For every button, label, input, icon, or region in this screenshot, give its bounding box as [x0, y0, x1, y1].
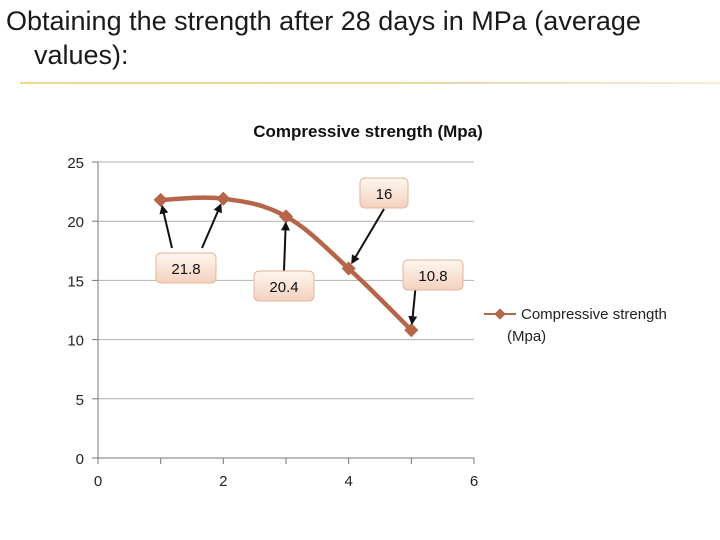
- x-tick-label: 0: [94, 473, 102, 490]
- grid: [98, 161, 474, 459]
- callouts: 21.8 20.4 16 10.8: [155, 177, 464, 326]
- callout-arrow-3: [280, 221, 290, 272]
- data-point-1: [153, 192, 168, 207]
- callout-box-4: [359, 177, 409, 209]
- callout-box-1: [155, 252, 217, 284]
- data-point-3: [278, 209, 294, 224]
- x-tick-label: 4: [344, 473, 352, 490]
- data-point-2: [216, 191, 231, 206]
- legend-label-line1: Compressive strength: [521, 306, 667, 323]
- slide-title-line2: values):: [34, 40, 129, 70]
- slide-title-line1: Obtaining the strength after 28 days in …: [6, 6, 641, 36]
- callout-arrow-2: [201, 203, 222, 249]
- callout-arrow-4: [351, 208, 385, 265]
- chart-title: Compressive strength (Mpa): [253, 122, 483, 141]
- y-tick-label: 15: [67, 273, 84, 290]
- y-tick-label: 10: [67, 333, 84, 350]
- y-tick-label: 20: [67, 214, 84, 231]
- callout-label-1: 21.8: [171, 261, 200, 278]
- legend: Compressive strength (Mpa): [484, 306, 667, 345]
- y-tick-label: 5: [76, 392, 84, 409]
- data-point-4: [341, 261, 356, 276]
- x-tick-label: 6: [470, 473, 478, 490]
- callout-label-5: 10.8: [418, 268, 447, 285]
- series-markers: [153, 191, 419, 338]
- callout-arrow-1: [159, 204, 173, 249]
- slide-title: Obtaining the strength after 28 days in …: [6, 4, 706, 72]
- callout-label-3: 20.4: [269, 279, 298, 296]
- legend-marker: [494, 308, 506, 320]
- y-tick-label: 25: [67, 155, 84, 172]
- axes: 0 5 10 15 20 25 0 2 4 6: [67, 155, 478, 490]
- callout-box-3: [253, 270, 315, 302]
- legend-label-line2: (Mpa): [507, 328, 546, 345]
- y-tick-label: 0: [76, 451, 84, 468]
- data-point-5: [404, 323, 419, 338]
- title-divider: [20, 82, 720, 84]
- callout-label-4: 16: [376, 186, 393, 203]
- x-tick-label: 2: [219, 473, 227, 490]
- callout-box-5: [402, 259, 464, 291]
